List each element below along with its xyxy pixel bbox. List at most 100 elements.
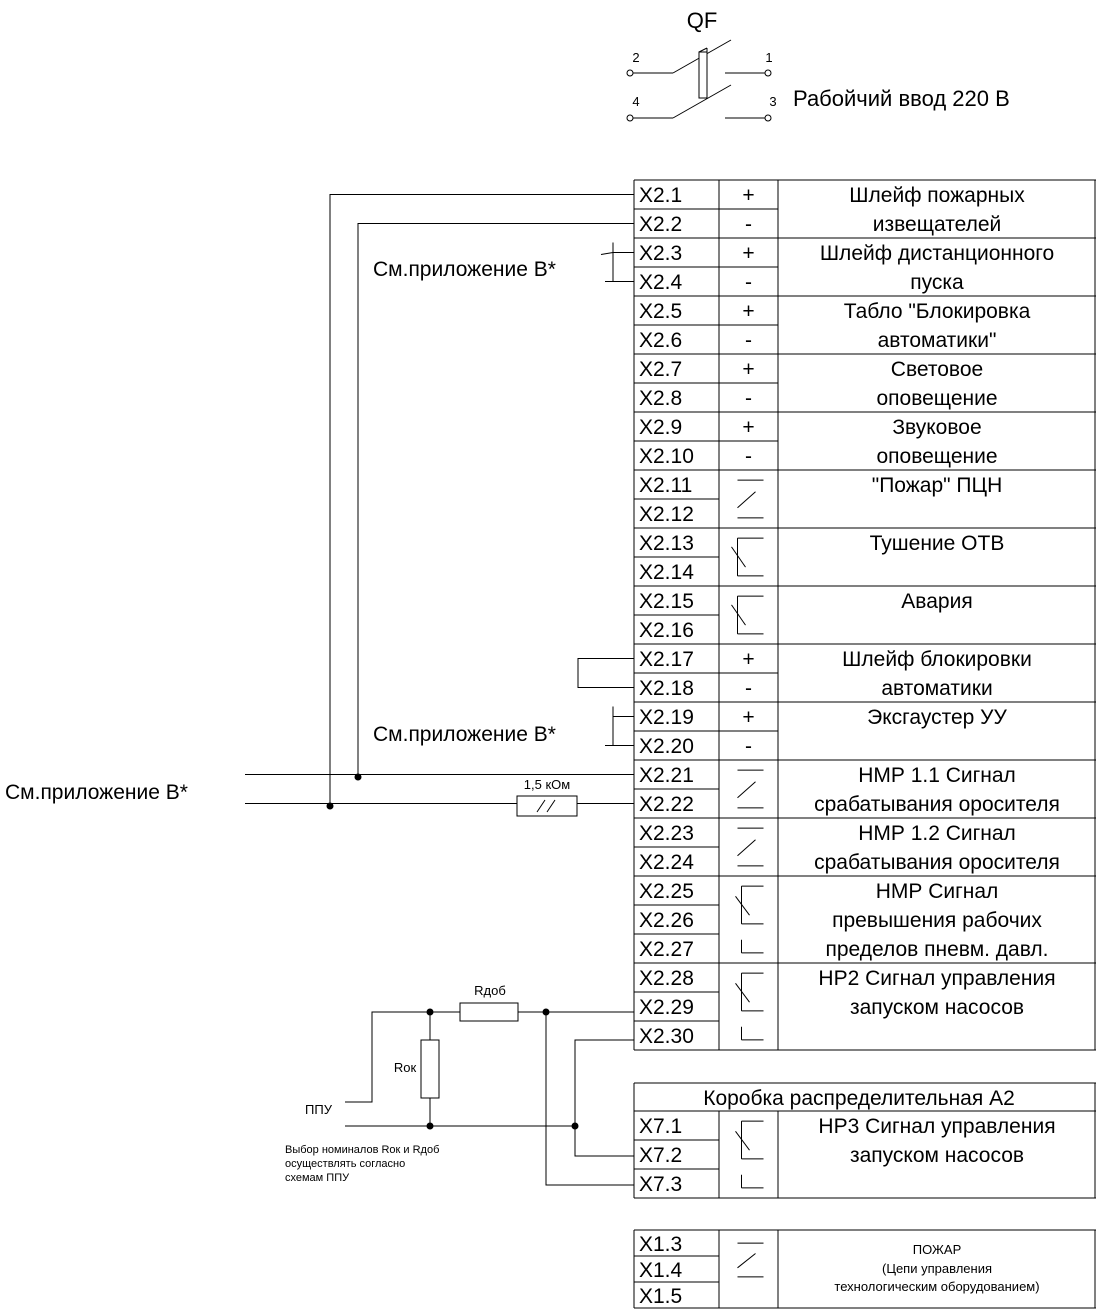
terminal-label: X2.7	[639, 358, 682, 381]
terminal-label: X2.6	[639, 329, 682, 352]
ppu-note-line: Выбор номиналов Rок и Rдоб	[285, 1144, 439, 1156]
breaker-terminal-2	[626, 69, 634, 77]
r-ok-label: Rок	[394, 1060, 417, 1075]
polarity-label: +	[742, 184, 754, 207]
circuit-description: Звуковое	[892, 416, 981, 439]
breaker-linkage	[698, 47, 708, 53]
polarity-label: -	[745, 387, 752, 410]
breaker-linkage	[698, 51, 708, 99]
circuit-description: Шлейф блокировки	[842, 648, 1032, 671]
terminal-label: X2.24	[639, 851, 694, 874]
circuit-description: оповещение	[876, 445, 997, 468]
circuit-description: НМР 1.2 Сигнал	[858, 822, 1016, 845]
terminal-label: X2.4	[639, 271, 683, 294]
circuit-description: НР3 Сигнал управления	[818, 1115, 1055, 1138]
wire-x2-1	[329, 194, 634, 804]
wire-x2-2	[357, 223, 634, 775]
contact-stroke	[735, 1131, 750, 1151]
polarity-label: -	[745, 735, 752, 758]
terminal-label: X2.27	[639, 938, 694, 961]
terminal-label: X2.20	[639, 735, 694, 758]
circuit-description: Эксгаустер УУ	[867, 706, 1007, 729]
terminal-label: X2.19	[639, 706, 694, 729]
circuit-description: запуском насосов	[850, 1144, 1024, 1167]
reference-label-left: См.приложение В*	[5, 781, 188, 804]
terminal-label: X2.13	[639, 532, 694, 555]
circuit-description: НР2 Сигнал управления	[818, 967, 1055, 990]
resistor-r-ok	[420, 1039, 440, 1099]
terminal-label: X2.1	[639, 184, 682, 207]
terminal-label: X2.18	[639, 677, 694, 700]
resistor-label: 1,5 кОм	[524, 777, 570, 792]
breaker-label: QF	[687, 8, 718, 33]
nc-contact-icon	[731, 537, 764, 577]
terminal-label: X7.1	[639, 1115, 682, 1138]
changeover-contact-icon	[735, 1120, 764, 1189]
circuit-description: автоматики	[881, 677, 992, 700]
breaker-contact-blade	[672, 84, 732, 119]
contact-stroke	[735, 983, 750, 1003]
terminal-label: X7.3	[639, 1173, 682, 1196]
polarity-label: +	[742, 416, 754, 439]
contact-stroke	[731, 604, 746, 626]
ppu-note-line: осуществлять согласно	[285, 1158, 405, 1170]
junction-dot	[426, 1122, 434, 1130]
polarity-label: +	[742, 242, 754, 265]
terminal-label: X2.15	[639, 590, 694, 613]
breaker-pin-1: 1	[765, 50, 772, 65]
circuit-description: Световое	[891, 358, 983, 381]
polarity-label: +	[742, 648, 754, 671]
circuit-description: извещателей	[873, 213, 1001, 236]
circuit-description: Авария	[901, 590, 972, 613]
terminal-label: X1.3	[639, 1233, 682, 1256]
terminal-label: X2.22	[639, 793, 694, 816]
terminal-label: X2.11	[639, 474, 692, 497]
wires	[245, 39, 772, 1186]
contact-stroke	[735, 896, 750, 916]
circuit-description: срабатывания оросителя	[814, 851, 1060, 874]
terminal-label: X2.16	[639, 619, 694, 642]
polarity-label: +	[742, 300, 754, 323]
wire-x2-30	[574, 1039, 634, 1157]
circuit-description: ПОЖАР	[913, 1242, 962, 1257]
no-contact-icon	[737, 827, 764, 867]
changeover-contact-icon	[735, 885, 764, 954]
breaker-terminal-4	[626, 114, 634, 122]
terminal-label: X2.29	[639, 996, 694, 1019]
no-contact-icon	[737, 479, 764, 519]
terminal-label: X2.10	[639, 445, 694, 468]
terminal-label: X7.2	[639, 1144, 682, 1167]
resistor-mark	[536, 799, 546, 813]
terminal-label: X2.9	[639, 416, 682, 439]
circuit-description: Табло "Блокировка	[844, 300, 1031, 323]
terminal-label: X2.2	[639, 213, 682, 236]
terminal-label: X2.17	[639, 648, 694, 671]
polarity-label: -	[745, 271, 752, 294]
circuit-description: технологическим оборудованием)	[834, 1279, 1039, 1294]
polarity-label: -	[745, 213, 752, 236]
breaker-input-label: Рабойчий ввод 220 В	[793, 86, 1010, 111]
breaker-terminal-1	[764, 69, 772, 77]
circuit-description: "Пожар" ПЦН	[872, 474, 1002, 497]
wire-x7-3	[545, 1012, 634, 1186]
terminal-label: X2.12	[639, 503, 694, 526]
no-contact-icon	[737, 1242, 764, 1278]
circuit-description: Шлейф пожарных	[849, 184, 1025, 207]
circuit-description: НМР 1.1 Сигнал	[858, 764, 1016, 787]
contact-stroke	[737, 491, 756, 509]
circuit-description: оповещение	[876, 387, 997, 410]
circuit-description: НМР Сигнал	[876, 880, 999, 903]
polarity-label: +	[742, 706, 754, 729]
circuit-description: запуском насосов	[850, 996, 1024, 1019]
ppu-note-line: схемам ППУ	[285, 1172, 350, 1184]
terminal-label: X2.26	[639, 909, 694, 932]
resistor-r-add	[459, 1002, 519, 1022]
resistor-1-5k	[516, 795, 578, 817]
ppu-label: ППУ	[305, 1102, 333, 1117]
terminal-label: X2.23	[639, 822, 694, 845]
contact-stroke	[737, 1253, 756, 1269]
wire-ppu-top	[345, 1011, 430, 1103]
wire-loop-x2-17-18	[577, 658, 634, 688]
contact-stroke	[737, 781, 756, 799]
